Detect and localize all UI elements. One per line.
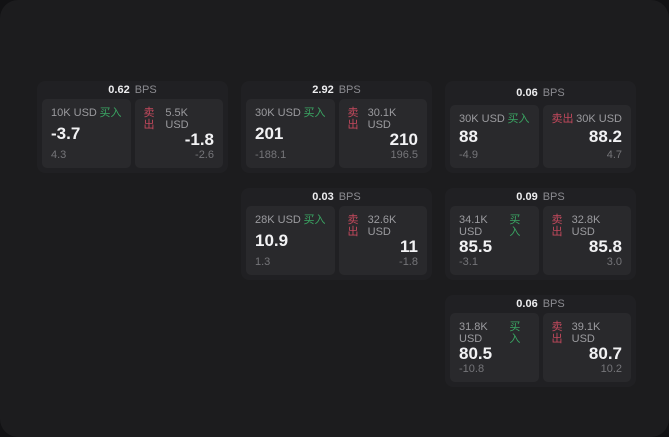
sell-notional: 32.6K USD <box>367 214 397 238</box>
buy-panel[interactable]: 31.8K USD 买入 80.5 -10.8 <box>450 313 539 382</box>
bps-header: 0.06 BPS <box>450 81 631 105</box>
bps-unit: BPS <box>542 191 565 203</box>
buy-side-label: 买入 <box>509 321 521 345</box>
buy-panel[interactable]: 34.1K USD 买入 85.5 -3.1 <box>450 206 539 275</box>
sell-change: 3.0 <box>606 256 622 268</box>
sell-side-label: 卖出 <box>551 214 563 238</box>
bps-value: 0.62 <box>108 84 130 96</box>
buy-notional: 28K USD <box>255 214 301 226</box>
sell-change: 4.7 <box>606 149 622 161</box>
sell-panel[interactable]: 卖出 30.1K USD 210 196.5 <box>338 99 427 168</box>
quote-card-grid: 0.62 BPS 10K USD 买入 -3.7 4.3 卖出 5.5K USD <box>37 81 636 387</box>
quote-card: 0.06 BPS 31.8K USD 买入 80.5 -10.8 卖出 39.1… <box>445 295 636 387</box>
sell-side-label: 卖出 <box>347 107 359 131</box>
bps-unit: BPS <box>338 84 361 96</box>
buy-notional: 34.1K USD <box>459 214 488 238</box>
bps-header: 0.62 BPS <box>42 81 223 99</box>
buy-change: 4.3 <box>51 149 67 161</box>
quote-card: 0.62 BPS 10K USD 买入 -3.7 4.3 卖出 5.5K USD <box>37 81 228 173</box>
bps-header: 0.03 BPS <box>246 188 427 206</box>
buy-sell-panels: 10K USD 买入 -3.7 4.3 卖出 5.5K USD -1.8 -2.… <box>42 99 223 168</box>
buy-price: 85.5 <box>459 237 493 256</box>
sell-price: 210 <box>389 130 418 149</box>
buy-side-label: 买入 <box>509 214 521 238</box>
buy-side-label: 买入 <box>99 107 122 119</box>
bps-header: 0.06 BPS <box>450 295 631 313</box>
buy-panel[interactable]: 30K USD 买入 201 -188.1 <box>246 99 335 168</box>
buy-side-label: 买入 <box>303 107 326 119</box>
buy-change: -3.1 <box>459 256 478 268</box>
sell-panel[interactable]: 卖出 5.5K USD -1.8 -2.6 <box>134 99 223 168</box>
quote-card: 2.92 BPS 30K USD 买入 201 -188.1 卖出 30.1K … <box>241 81 432 173</box>
sell-side-label: 卖出 <box>143 107 155 131</box>
sell-side-label: 卖出 <box>551 113 574 125</box>
buy-price: 88 <box>459 127 478 146</box>
sell-change: 10.2 <box>600 363 622 375</box>
sell-panel[interactable]: 卖出 30K USD 88.2 4.7 <box>542 105 631 168</box>
buy-side-label: 买入 <box>507 113 530 125</box>
sell-price: 85.8 <box>588 237 622 256</box>
sell-notional: 30K USD <box>576 113 622 125</box>
sell-panel[interactable]: 卖出 32.8K USD 85.8 3.0 <box>542 206 631 275</box>
sell-panel[interactable]: 卖出 32.6K USD 11 -1.8 <box>338 206 427 275</box>
buy-notional: 30K USD <box>255 107 301 119</box>
buy-sell-panels: 30K USD 买入 201 -188.1 卖出 30.1K USD 210 1… <box>246 99 427 168</box>
bps-unit: BPS <box>542 298 565 310</box>
sell-notional: 32.8K USD <box>571 214 601 238</box>
bps-unit: BPS <box>338 191 361 203</box>
sell-price: -1.8 <box>184 130 214 149</box>
sell-panel[interactable]: 卖出 39.1K USD 80.7 10.2 <box>542 313 631 382</box>
quote-card: 0.09 BPS 34.1K USD 买入 85.5 -3.1 卖出 32.8K… <box>445 188 636 280</box>
buy-panel[interactable]: 10K USD 买入 -3.7 4.3 <box>42 99 131 168</box>
buy-sell-panels: 34.1K USD 买入 85.5 -3.1 卖出 32.8K USD 85.8… <box>450 206 631 275</box>
sell-change: 196.5 <box>390 149 418 161</box>
bps-value: 0.09 <box>516 191 538 203</box>
bps-unit: BPS <box>134 84 157 96</box>
buy-price: -3.7 <box>51 124 81 143</box>
sell-price: 80.7 <box>588 344 622 363</box>
buy-price: 80.5 <box>459 344 493 363</box>
bps-header: 0.09 BPS <box>450 188 631 206</box>
sell-price: 11 <box>400 237 418 256</box>
buy-sell-panels: 28K USD 买入 10.9 1.3 卖出 32.6K USD 11 -1.8 <box>246 206 427 275</box>
sell-side-label: 卖出 <box>347 214 359 238</box>
bps-value: 2.92 <box>312 84 334 96</box>
bps-value: 0.03 <box>312 191 334 203</box>
buy-notional: 30K USD <box>459 113 505 125</box>
sell-change: -2.6 <box>195 149 214 161</box>
buy-notional: 31.8K USD <box>459 321 488 345</box>
buy-price: 201 <box>255 124 284 143</box>
buy-sell-panels: 30K USD 买入 88 -4.9 卖出 30K USD 88.2 4.7 <box>450 105 631 168</box>
buy-change: -4.9 <box>459 149 478 161</box>
buy-change: -10.8 <box>459 363 485 375</box>
sell-notional: 39.1K USD <box>571 321 601 345</box>
sell-side-label: 卖出 <box>551 321 563 345</box>
buy-price: 10.9 <box>255 231 289 250</box>
quote-card: 0.06 BPS 30K USD 买入 88 -4.9 卖出 30K USD <box>445 81 636 173</box>
sell-notional: 30.1K USD <box>367 107 397 131</box>
buy-panel[interactable]: 28K USD 买入 10.9 1.3 <box>246 206 335 275</box>
bps-value: 0.06 <box>516 298 538 310</box>
sell-change: -1.8 <box>399 256 418 268</box>
buy-change: 1.3 <box>255 256 271 268</box>
buy-side-label: 买入 <box>303 214 326 226</box>
buy-sell-panels: 31.8K USD 买入 80.5 -10.8 卖出 39.1K USD 80.… <box>450 313 631 382</box>
bps-header: 2.92 BPS <box>246 81 427 99</box>
sell-notional: 5.5K USD <box>165 107 189 131</box>
bps-unit: BPS <box>542 87 565 99</box>
buy-change: -188.1 <box>255 149 287 161</box>
quote-card: 0.03 BPS 28K USD 买入 10.9 1.3 卖出 32.6K US… <box>241 188 432 280</box>
buy-panel[interactable]: 30K USD 买入 88 -4.9 <box>450 105 539 168</box>
buy-notional: 10K USD <box>51 107 97 119</box>
bps-value: 0.06 <box>516 87 538 99</box>
sell-price: 88.2 <box>588 127 622 146</box>
